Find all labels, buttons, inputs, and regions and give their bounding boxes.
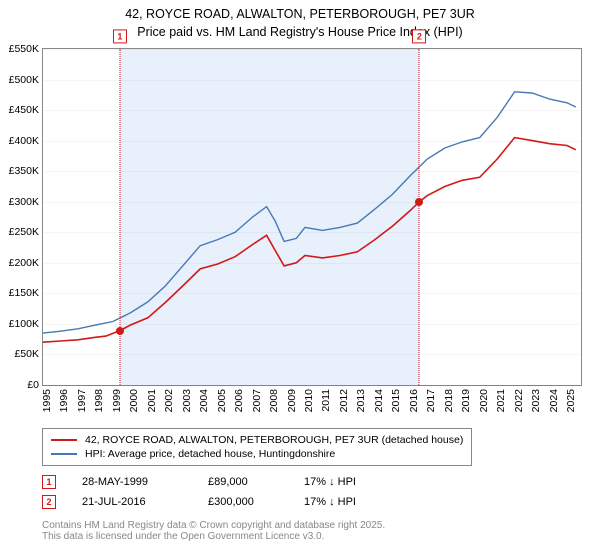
sale-marker-dot: [415, 198, 423, 206]
y-tick-label: £450K: [9, 104, 39, 116]
sale-marker-line: [419, 49, 420, 385]
figure: 42, ROYCE ROAD, ALWALTON, PETERBOROUGH, …: [0, 0, 600, 560]
sale-diff: 17% ↓ HPI: [304, 496, 394, 508]
x-tick-label: 2011: [320, 389, 332, 412]
x-tick-label: 2003: [181, 389, 193, 412]
y-tick-label: £350K: [9, 165, 39, 177]
sale-diff: 17% ↓ HPI: [304, 476, 394, 488]
legend-row: HPI: Average price, detached house, Hunt…: [51, 447, 463, 461]
chart-area: £0£50K£100K£150K£200K£250K£300K£350K£400…: [42, 48, 582, 386]
legend-swatch: [51, 439, 77, 441]
y-tick-label: £400K: [9, 135, 39, 147]
y-tick-label: £150K: [9, 287, 39, 299]
series-hpi: [43, 92, 576, 333]
line-series: [43, 49, 581, 385]
sale-marker-box: 1: [113, 29, 127, 43]
chart-title: 42, ROYCE ROAD, ALWALTON, PETERBOROUGH, …: [0, 0, 600, 41]
y-tick-label: £500K: [9, 74, 39, 86]
x-tick-label: 2013: [355, 389, 367, 412]
sale-date: 28-MAY-1999: [82, 476, 182, 488]
y-tick-label: £550K: [9, 43, 39, 55]
y-tick-label: £300K: [9, 196, 39, 208]
x-tick-label: 2017: [425, 389, 437, 412]
y-tick-label: £50K: [14, 348, 39, 360]
x-tick-label: 2022: [513, 389, 525, 412]
legend-label: 42, ROYCE ROAD, ALWALTON, PETERBOROUGH, …: [85, 434, 463, 446]
legend: 42, ROYCE ROAD, ALWALTON, PETERBOROUGH, …: [42, 428, 472, 466]
sale-price: £89,000: [208, 476, 278, 488]
y-tick-label: £0: [27, 379, 39, 391]
y-tick-label: £200K: [9, 257, 39, 269]
x-tick-label: 2021: [495, 389, 507, 412]
title-line-1: 42, ROYCE ROAD, ALWALTON, PETERBOROUGH, …: [0, 6, 600, 24]
x-tick-label: 2001: [146, 389, 158, 412]
x-tick-label: 2016: [408, 389, 420, 412]
footnote: Contains HM Land Registry data © Crown c…: [42, 520, 385, 542]
legend-row: 42, ROYCE ROAD, ALWALTON, PETERBOROUGH, …: [51, 433, 463, 447]
x-tick-label: 2004: [198, 389, 210, 412]
sales-table: 1 28-MAY-1999 £89,000 17% ↓ HPI 2 21-JUL-2016…: [42, 472, 394, 512]
x-tick-label: 2006: [233, 389, 245, 412]
x-tick-label: 1995: [41, 389, 53, 412]
x-tick-label: 1999: [111, 389, 123, 412]
series-price_paid: [43, 138, 576, 343]
x-tick-label: 2007: [251, 389, 263, 412]
title-line-2: Price paid vs. HM Land Registry's House …: [0, 24, 600, 42]
legend-swatch: [51, 453, 77, 455]
x-tick-label: 2008: [268, 389, 280, 412]
x-tick-label: 2015: [390, 389, 402, 412]
x-tick-label: 2023: [530, 389, 542, 412]
sale-row: 2 21-JUL-2016 £300,000 17% ↓ HPI: [42, 492, 394, 512]
x-tick-label: 2010: [303, 389, 315, 412]
y-tick-label: £250K: [9, 226, 39, 238]
legend-label: HPI: Average price, detached house, Hunt…: [85, 448, 335, 460]
x-tick-label: 2018: [443, 389, 455, 412]
y-tick-label: £100K: [9, 318, 39, 330]
footnote-line-2: This data is licensed under the Open Gov…: [42, 531, 385, 542]
sale-marker-dot: [116, 327, 124, 335]
sale-date: 21-JUL-2016: [82, 496, 182, 508]
x-tick-label: 2000: [128, 389, 140, 412]
sale-price: £300,000: [208, 496, 278, 508]
sale-index-box: 1: [42, 475, 56, 489]
x-tick-label: 2020: [478, 389, 490, 412]
sale-row: 1 28-MAY-1999 £89,000 17% ↓ HPI: [42, 472, 394, 492]
x-tick-label: 1996: [58, 389, 70, 412]
x-tick-label: 2025: [565, 389, 577, 412]
x-tick-label: 2012: [338, 389, 350, 412]
x-tick-label: 2014: [373, 389, 385, 412]
x-tick-label: 2009: [286, 389, 298, 412]
x-tick-label: 2002: [163, 389, 175, 412]
x-tick-label: 2005: [216, 389, 228, 412]
x-tick-label: 2019: [460, 389, 472, 412]
footnote-line-1: Contains HM Land Registry data © Crown c…: [42, 520, 385, 531]
sale-marker-box: 2: [412, 29, 426, 43]
sale-index-box: 2: [42, 495, 56, 509]
x-tick-label: 2024: [548, 389, 560, 412]
x-tick-label: 1998: [93, 389, 105, 412]
x-tick-label: 1997: [76, 389, 88, 412]
